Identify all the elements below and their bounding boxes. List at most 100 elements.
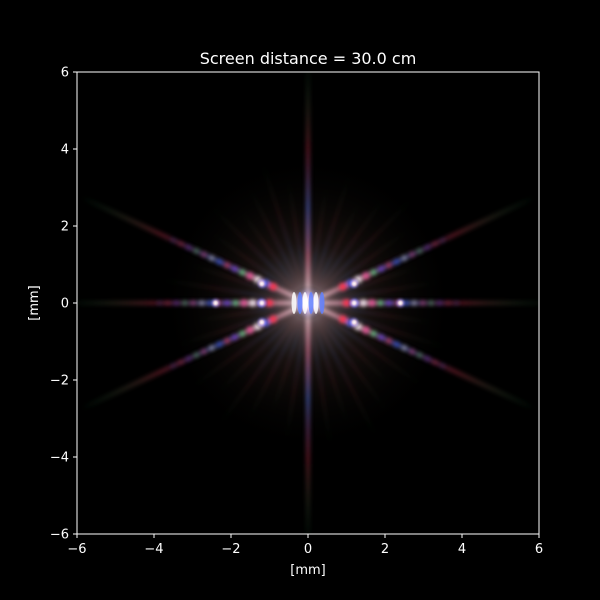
x-tick-label: 6 [535,542,543,557]
secondary-streak [192,302,309,388]
dispersion-dot [178,359,184,365]
dispersion-dot [394,259,400,265]
dispersion-dot [378,334,384,340]
secondary-streak [307,302,332,445]
dispersion-dot [193,352,199,358]
secondary-streak [189,263,309,304]
dispersion-dot [269,283,277,291]
secondary-streak [307,198,385,304]
bright-spot [347,315,362,330]
bright-spot [347,296,362,310]
x-tick-label: 2 [381,542,389,557]
bright-spot [347,276,362,291]
dispersion-dot [339,283,347,291]
core-fringe [319,292,325,314]
dispersion-dot [170,237,176,243]
secondary-streak [247,302,309,421]
secondary-streak [196,302,309,322]
x-tick-label: −6 [67,542,86,557]
y-tick-label: −6 [50,528,69,543]
dispersion-dot [156,300,162,306]
dispersion-dot [424,244,430,250]
core-fringe [291,292,297,314]
primary-streak [306,72,310,303]
dispersion-dot [201,348,207,355]
secondary-streak [248,187,309,304]
secondary-streak [307,266,419,304]
secondary-streak [307,199,412,304]
dispersion-dot [199,300,205,306]
dispersion-dot [209,345,215,351]
y-axis-label: [mm] [27,285,42,320]
secondary-streak [307,302,391,386]
x-tick-label: −4 [144,542,163,557]
secondary-streak [307,281,440,304]
primary-streak [306,303,310,534]
dispersion-dot [232,266,238,272]
dispersion-dot [370,269,377,276]
dispersion-dot [339,315,347,323]
dispersion-dot [190,300,196,306]
diffraction-pattern [77,72,539,534]
dispersion-dot [378,266,384,272]
secondary-streak [241,211,309,304]
dispersion-dot [386,338,392,344]
dispersion-dot [186,244,192,250]
chart-title: Screen distance = 30.0 cm [200,49,417,68]
bright-spot [254,276,269,291]
secondary-streak [307,302,446,349]
bright-spot [208,296,223,310]
dispersion-dot [216,259,222,265]
core-fringe [297,292,303,314]
bright-spot [393,296,408,310]
secondary-streak [307,302,348,424]
secondary-streak [287,181,309,304]
dispersion-dot [239,269,246,276]
x-tick-label: 0 [304,542,312,557]
secondary-streak [307,187,328,304]
dispersion-dot [417,248,423,254]
dispersion-dot [377,300,383,306]
y-tick-label: −4 [50,451,69,466]
dispersion-dot [359,299,368,307]
dispersion-dot [224,300,230,306]
dispersion-dot [246,272,254,280]
dispersion-dot [246,326,254,334]
secondary-streak [211,206,309,304]
x-tick-label: −2 [221,542,240,557]
dispersion-dot [409,348,415,355]
y-tick-label: 2 [61,220,69,235]
dispersion-dot [186,356,192,362]
secondary-streak [307,302,387,411]
dispersion-dot [394,341,400,347]
secondary-streak [307,203,360,304]
dispersion-dot [269,315,277,323]
core-fringe [313,292,319,314]
dispersion-dot [182,300,188,306]
dispersion-dot [165,300,171,306]
dispersion-dot [445,300,451,306]
dispersion-dot [386,300,392,306]
dispersion-dot [232,334,238,340]
dispersion-dot [424,356,430,362]
dispersion-dot [432,359,438,365]
dispersion-dot [401,255,407,261]
secondary-streak [307,302,377,437]
y-tick-label: 0 [61,297,69,312]
dispersion-dot [362,326,370,334]
bright-spot [254,315,269,330]
secondary-streak [162,279,309,304]
dispersion-dot [411,300,417,306]
secondary-streak [307,175,351,304]
core-fringe [308,292,314,314]
dispersion-dot [440,237,446,243]
central-core [291,292,325,314]
dispersion-dot [454,300,460,306]
secondary-streak [220,302,309,424]
dispersion-dot [401,345,407,351]
dispersion-dot [437,300,443,306]
dispersion-dot [420,300,426,306]
y-tick-label: 4 [61,143,69,158]
